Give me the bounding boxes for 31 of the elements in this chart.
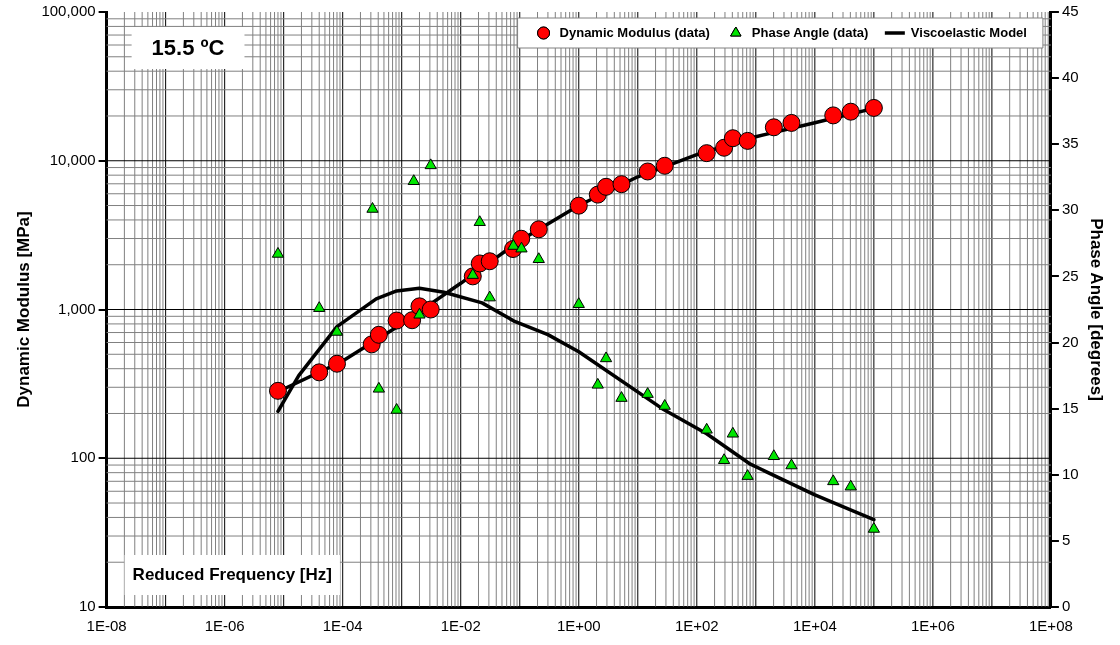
x-tick-label: 1E+06 <box>910 617 955 635</box>
y2-tick-label: 25 <box>1061 266 1079 284</box>
y2-tick-label: 40 <box>1061 68 1079 86</box>
y-tick-label: 100 <box>70 448 96 466</box>
x-tick-label: 1E-04 <box>322 617 363 635</box>
y2-tick-label: 35 <box>1061 134 1079 152</box>
y2-tick-label: 45 <box>1061 2 1079 20</box>
x-tick-label: 1E-08 <box>86 617 127 635</box>
x-axis-title: Reduced Frequency [Hz] <box>132 564 332 584</box>
y-tick-label: 10 <box>78 597 96 615</box>
y2-tick-label: 10 <box>1061 464 1079 482</box>
x-tick-label: 1E+00 <box>556 617 601 635</box>
y2-tick-label: 5 <box>1061 531 1071 549</box>
x-tick-label: 1E+04 <box>792 617 837 635</box>
annotation: 15.5 ºC <box>151 35 225 61</box>
x-tick-label: 1E-02 <box>440 617 481 635</box>
legend-label: Viscoelastic Model <box>910 24 1027 40</box>
y2-axis-title: Phase Angle [degrees] <box>1087 218 1107 401</box>
y-axis-title: Dynamic Modulus [MPa] <box>13 211 33 408</box>
legend-label: Phase Angle (data) <box>751 24 869 40</box>
y-tick-label: 100,000 <box>41 2 96 20</box>
x-tick-label: 1E-06 <box>204 617 245 635</box>
y2-tick-label: 0 <box>1061 597 1071 615</box>
y2-tick-label: 15 <box>1061 398 1079 416</box>
y2-tick-label: 20 <box>1061 332 1079 350</box>
x-tick-label: 1E+08 <box>1029 617 1073 635</box>
legend-label: Dynamic Modulus (data) <box>559 24 710 40</box>
x-tick-label: 1E+02 <box>674 617 719 635</box>
y-tick-label: 1,000 <box>58 299 96 317</box>
y-tick-label: 10,000 <box>49 150 96 168</box>
y2-tick-label: 30 <box>1061 200 1079 218</box>
